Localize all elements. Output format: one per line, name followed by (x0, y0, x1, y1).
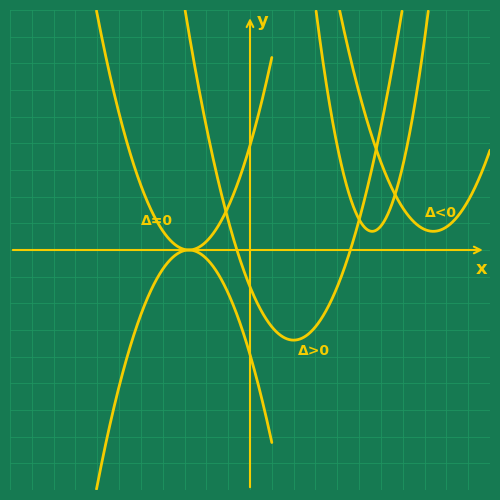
Text: Δ<0: Δ<0 (424, 206, 456, 220)
Text: x: x (476, 260, 487, 278)
Text: Δ>0: Δ>0 (298, 344, 330, 358)
Text: Δ=0: Δ=0 (141, 214, 173, 228)
Text: y: y (257, 12, 269, 30)
